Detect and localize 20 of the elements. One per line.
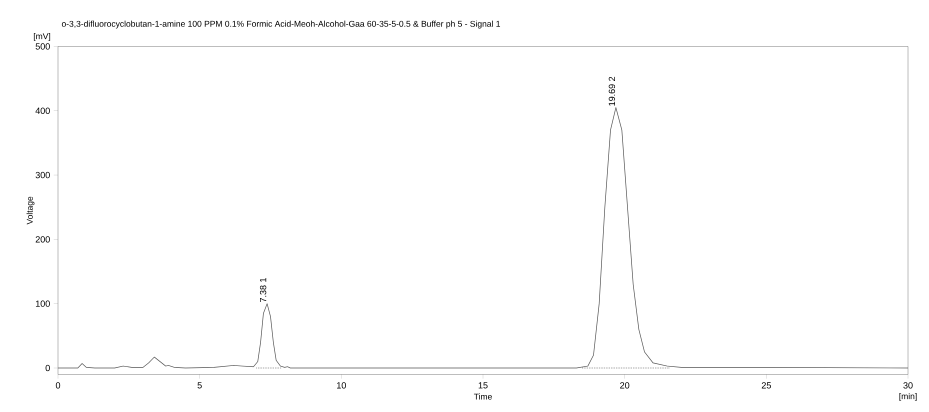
annotation: 19.69 2 <box>608 76 616 106</box>
annotation: 7.38 1 <box>260 278 266 302</box>
x-tick-label: 0 <box>56 382 60 389</box>
x-tick-label: 10 <box>337 382 346 389</box>
x-axis-title: Time <box>474 393 492 400</box>
x-tick-label: 5 <box>198 382 202 388</box>
y-tick-label: 300 <box>36 172 50 178</box>
x-tick-label: 30 <box>903 382 913 389</box>
chart-title: o-3,3-difluorocyclobutan-1-amine 100 PPM 0.1% Formic Acid-Meoh-Alcohol-Gaa 60-35-5-0.5 & Buffer ph 5 - Signal 1 <box>62 20 500 28</box>
x-tick-label: 25 <box>762 382 771 389</box>
x-tick-label: 20 <box>620 382 630 389</box>
y-tick-label: 200 <box>36 236 50 243</box>
y-tick-label: 100 <box>36 300 50 307</box>
text: [mV] <box>34 33 50 41</box>
y-tick-label: 500 <box>36 43 50 50</box>
y-tick-label: 0 <box>46 364 50 372</box>
x-tick-label: 15 <box>478 382 488 388</box>
text: [min] <box>899 393 917 401</box>
y-tick-label: 400 <box>35 108 50 114</box>
y-axis-title: Voltage <box>26 196 34 225</box>
